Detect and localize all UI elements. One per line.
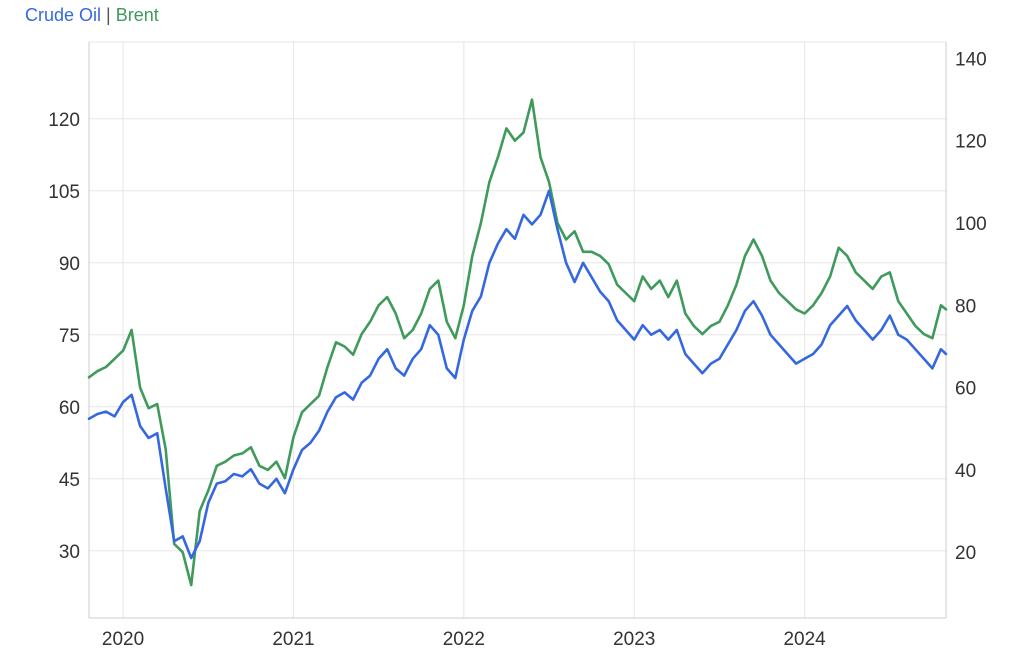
x-tick-label: 2021 [272, 629, 314, 650]
x-tick-label: 2024 [783, 629, 826, 650]
y-left-tick-label: 75 [59, 326, 80, 347]
brent-line [87, 98, 948, 587]
legend-brent[interactable]: Brent [115, 5, 159, 25]
x-axis-labels: 2020 2021 2022 2023 2024 [102, 629, 826, 650]
y-left-tick-label: 90 [59, 254, 80, 275]
series-lines [87, 98, 948, 587]
y-axis-right-labels: 20 40 60 80 100 120 140 [955, 49, 987, 564]
grid-lines [89, 41, 946, 618]
y-left-tick-label: 30 [59, 542, 80, 563]
x-tick-label: 2023 [613, 629, 655, 650]
x-tick-label: 2022 [443, 629, 485, 650]
y-right-tick-label: 40 [955, 461, 976, 482]
y-left-tick-label: 60 [59, 398, 80, 419]
y-left-tick-label: 45 [59, 470, 80, 491]
y-right-tick-label: 20 [955, 543, 976, 564]
y-right-tick-label: 80 [955, 296, 976, 317]
chart-legend: Crude Oil | Brent [25, 5, 159, 26]
y-right-tick-label: 140 [955, 49, 987, 70]
y-right-tick-label: 120 [955, 132, 987, 153]
y-right-tick-label: 60 [955, 379, 976, 400]
crude-oil-line [87, 189, 948, 560]
y-axis-left-labels: 30 45 60 75 90 105 120 [48, 110, 80, 563]
x-tick-label: 2020 [102, 629, 144, 650]
legend-crude-oil[interactable]: Crude Oil [25, 5, 102, 25]
chart-axes [88, 42, 947, 619]
y-left-tick-label: 120 [48, 110, 80, 131]
legend-separator: | [106, 5, 111, 25]
y-right-tick-label: 100 [955, 214, 987, 235]
y-left-tick-label: 105 [48, 182, 80, 203]
